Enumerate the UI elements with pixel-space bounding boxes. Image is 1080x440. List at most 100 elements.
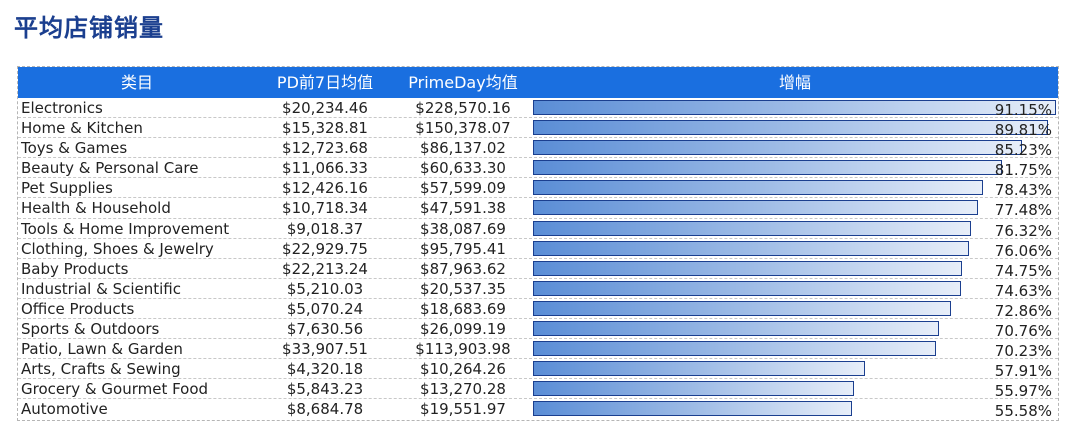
table-row: Automotive $8,684.78 $19,551.97 55.58% [18, 399, 1058, 420]
increase-bar-track: 78.43% [533, 180, 1056, 199]
category-cell: Grocery & Gourmet Food [21, 380, 209, 399]
category-cell: Pet Supplies [21, 179, 113, 198]
increase-bar-track: 76.06% [533, 240, 1056, 260]
pd-avg-cell: $10,718.34 [282, 199, 368, 218]
increase-bar [533, 100, 1056, 115]
increase-bar [533, 321, 939, 337]
increase-label: 81.75% [994, 161, 1052, 180]
pd-avg-cell: $7,630.56 [286, 320, 364, 339]
category-cell: Health & Household [21, 199, 171, 218]
increase-bar-track: 70.76% [533, 321, 1056, 340]
category-cell: Home & Kitchen [21, 119, 143, 138]
category-cell: Baby Products [21, 259, 129, 278]
category-cell: Automotive [21, 400, 108, 419]
prime-avg-cell: $26,099.19 [420, 320, 506, 339]
prime-avg-cell: $150,378.07 [415, 119, 511, 138]
increase-bar-track: 55.97% [533, 381, 1056, 400]
increase-label: 70.23% [994, 342, 1052, 361]
increase-bar [533, 200, 978, 216]
increase-bar-track: 70.23% [533, 341, 1056, 360]
increase-label: 76.06% [994, 241, 1052, 260]
increase-bar [533, 240, 970, 256]
header-pd-avg: PD前7日均值 [276, 73, 374, 92]
increase-bar [533, 140, 1023, 156]
increase-label: 55.58% [994, 402, 1052, 421]
increase-bar-track: 55.58% [533, 401, 1056, 420]
page-title: 平均店铺销量 [14, 14, 164, 42]
increase-bar [533, 381, 855, 397]
prime-avg-cell: $19,551.97 [420, 400, 506, 419]
prime-avg-cell: $60,633.30 [420, 159, 506, 178]
table-row: Health & Household $10,718.34 $47,591.38 77… [18, 198, 1058, 219]
table-row: Beauty & Personal Care $11,066.33 $60,633.… [18, 158, 1058, 179]
pd-avg-cell: $12,426.16 [282, 179, 368, 198]
table-row: Grocery & Gourmet Food $5,843.23 $13,270.2… [18, 379, 1058, 400]
increase-bar-track: 57.91% [533, 361, 1056, 380]
category-cell: Patio, Lawn & Garden [21, 340, 183, 359]
table-row: Home & Kitchen $15,328.81 $150,378.07 89.81… [18, 118, 1058, 139]
table-row: Arts, Crafts & Sewing $4,320.18 $10,264.26… [18, 359, 1058, 380]
table-row: Baby Products $22,213.24 $87,963.62 74.75% [18, 259, 1058, 280]
category-cell: Electronics [21, 99, 103, 117]
increase-label: 76.32% [994, 221, 1052, 240]
table-row: Sports & Outdoors $7,630.56 $26,099.19 70.7… [18, 319, 1058, 340]
category-cell: Sports & Outdoors [21, 320, 160, 339]
category-cell: Toys & Games [21, 139, 128, 158]
increase-label: 55.97% [994, 382, 1052, 401]
prime-avg-cell: $13,270.28 [420, 380, 506, 399]
table-header: 类目 PD前7日均值 PrimeDay均值 增幅 [18, 67, 1058, 98]
increase-bar [533, 120, 1049, 136]
pd-avg-cell: $11,066.33 [282, 159, 368, 178]
pd-avg-cell: $5,843.23 [286, 380, 364, 399]
increase-bar-track: 72.86% [533, 300, 1056, 320]
table-body: Electronics $20,234.46 $228,570.16 91.15% Ho… [18, 98, 1058, 420]
category-cell: Clothing, Shoes & Jewelry [21, 239, 214, 258]
increase-label: 89.81% [994, 121, 1052, 140]
data-table: 类目 PD前7日均值 PrimeDay均值 增幅 Electronics $20,… [17, 66, 1059, 421]
increase-label: 70.76% [994, 322, 1052, 341]
increase-bar [533, 300, 952, 316]
table-row: Tools & Home Improvement $9,018.37 $38,087… [18, 219, 1058, 240]
increase-bar [533, 341, 936, 357]
increase-label: 74.75% [994, 261, 1052, 280]
increase-bar [533, 361, 866, 377]
table-row: Industrial & Scientific $5,210.03 $20,537.… [18, 279, 1058, 300]
increase-label: 72.86% [994, 301, 1052, 320]
prime-avg-cell: $38,087.69 [420, 219, 506, 238]
category-cell: Industrial & Scientific [21, 279, 181, 298]
increase-bar-track: 81.75% [533, 160, 1056, 179]
prime-avg-cell: $47,591.38 [420, 199, 506, 218]
prime-avg-cell: $18,683.69 [420, 299, 506, 318]
increase-bar-track: 74.63% [533, 280, 1056, 300]
prime-avg-cell: $10,264.26 [420, 360, 506, 379]
pd-avg-cell: $5,070.24 [286, 299, 364, 318]
increase-label: 74.63% [994, 281, 1052, 300]
header-prime-avg: PrimeDay均值 [408, 73, 518, 92]
pd-avg-cell: $33,907.51 [282, 340, 368, 359]
increase-bar-track: 89.81% [533, 120, 1056, 139]
prime-avg-cell: $95,795.41 [420, 239, 506, 258]
increase-bar [533, 160, 1003, 176]
pd-avg-cell: $15,328.81 [282, 119, 368, 138]
increase-bar [533, 401, 852, 417]
category-cell: Office Products [21, 299, 135, 318]
category-cell: Beauty & Personal Care [21, 159, 199, 178]
table-row: Office Products $5,070.24 $18,683.69 72.86% [18, 299, 1058, 320]
category-cell: Tools & Home Improvement [21, 219, 230, 238]
pd-avg-cell: $12,723.68 [282, 139, 368, 158]
pd-avg-cell: $22,213.24 [282, 259, 368, 278]
prime-avg-cell: $113,903.98 [415, 340, 511, 359]
increase-bar-track: 76.32% [533, 220, 1056, 240]
table-row: Toys & Games $12,723.68 $86,137.02 85.23% [18, 138, 1058, 159]
prime-avg-cell: $20,537.35 [420, 279, 506, 298]
prime-avg-cell: $87,963.62 [420, 259, 506, 278]
category-cell: Arts, Crafts & Sewing [21, 360, 181, 379]
pd-avg-cell: $20,234.46 [282, 99, 368, 117]
increase-bar-track: 77.48% [533, 200, 1056, 219]
increase-bar-track: 91.15% [533, 100, 1056, 119]
header-increase: 增幅 [778, 73, 811, 92]
increase-bar [533, 260, 962, 276]
prime-avg-cell: $57,599.09 [420, 179, 506, 198]
pd-avg-cell: $8,684.78 [286, 400, 364, 419]
increase-bar [533, 280, 962, 296]
